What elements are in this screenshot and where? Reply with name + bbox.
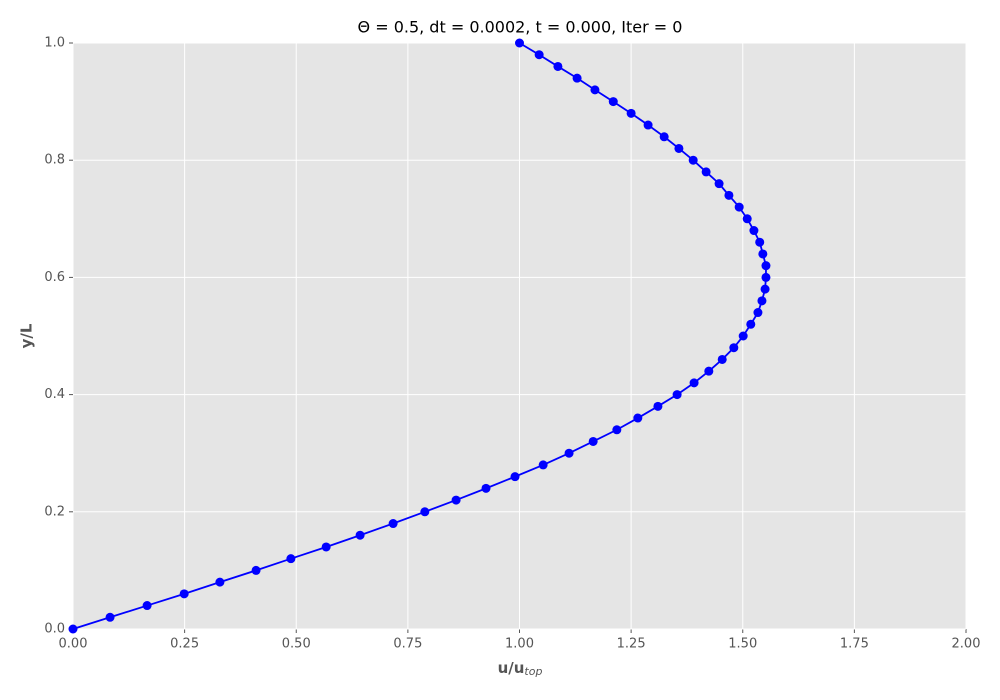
x-axis-label-main: u/u [498,659,525,677]
marker [734,202,744,212]
marker [355,530,365,540]
x-tick-label: 1.50 [728,637,757,652]
x-tick-label: 1.00 [505,637,534,652]
marker [674,143,684,153]
marker [749,226,759,236]
marker [761,272,771,282]
x-tick-label: 0.75 [393,637,422,652]
marker [553,61,563,71]
marker [564,448,574,458]
marker [215,577,225,587]
marker [689,378,699,388]
marker [321,542,331,552]
marker [179,589,189,599]
marker [251,565,261,575]
y-tick-label: 0.4 [44,387,65,402]
x-tick-label: 0.25 [170,637,199,652]
marker [142,601,152,611]
marker [753,308,763,318]
x-axis-label-subscript: top [524,665,542,678]
marker [588,436,598,446]
marker [704,366,714,376]
marker [761,261,771,271]
marker [68,624,78,634]
marker [105,612,115,622]
marker [633,413,643,423]
chart-title: Θ = 0.5, dt = 0.0002, t = 0.000, Iter = … [358,18,683,37]
marker [534,50,544,60]
marker [757,296,767,306]
marker [760,284,770,294]
marker [729,343,739,353]
marker [742,214,752,224]
y-tick-label: 0.2 [44,504,65,519]
marker [420,507,430,517]
marker [688,155,698,165]
y-tick-label: 1.0 [44,36,65,51]
marker [538,460,548,470]
y-tick-label: 0.8 [44,153,65,168]
y-tick-label: 0.6 [44,270,65,285]
marker [515,38,524,48]
marker [451,495,461,505]
marker [286,554,296,564]
marker [653,401,663,411]
marker [714,179,724,189]
marker [643,120,653,130]
marker [608,97,618,107]
x-tick-label: 1.75 [840,637,869,652]
y-tick-label: 0.0 [44,622,65,637]
marker [672,390,682,400]
marker [724,190,734,200]
x-tick-label: 1.25 [617,637,646,652]
series [68,38,771,634]
marker [738,331,748,341]
y-axis-label: y/L [18,323,36,348]
grid [69,42,967,633]
x-tick-label: 2.00 [952,637,981,652]
marker [481,483,491,493]
x-axis-label: u/utop [498,659,543,679]
marker [758,249,768,259]
marker [717,354,727,364]
marker [626,108,636,118]
x-tick-label: 0.50 [282,637,311,652]
marker [510,472,520,482]
x-tick-label: 0.00 [59,637,88,652]
marker [701,167,711,177]
marker [755,237,765,247]
marker [746,319,756,329]
marker [590,85,600,95]
marker [612,425,622,435]
marker [388,519,398,529]
marker [572,73,582,83]
marker [659,132,669,142]
